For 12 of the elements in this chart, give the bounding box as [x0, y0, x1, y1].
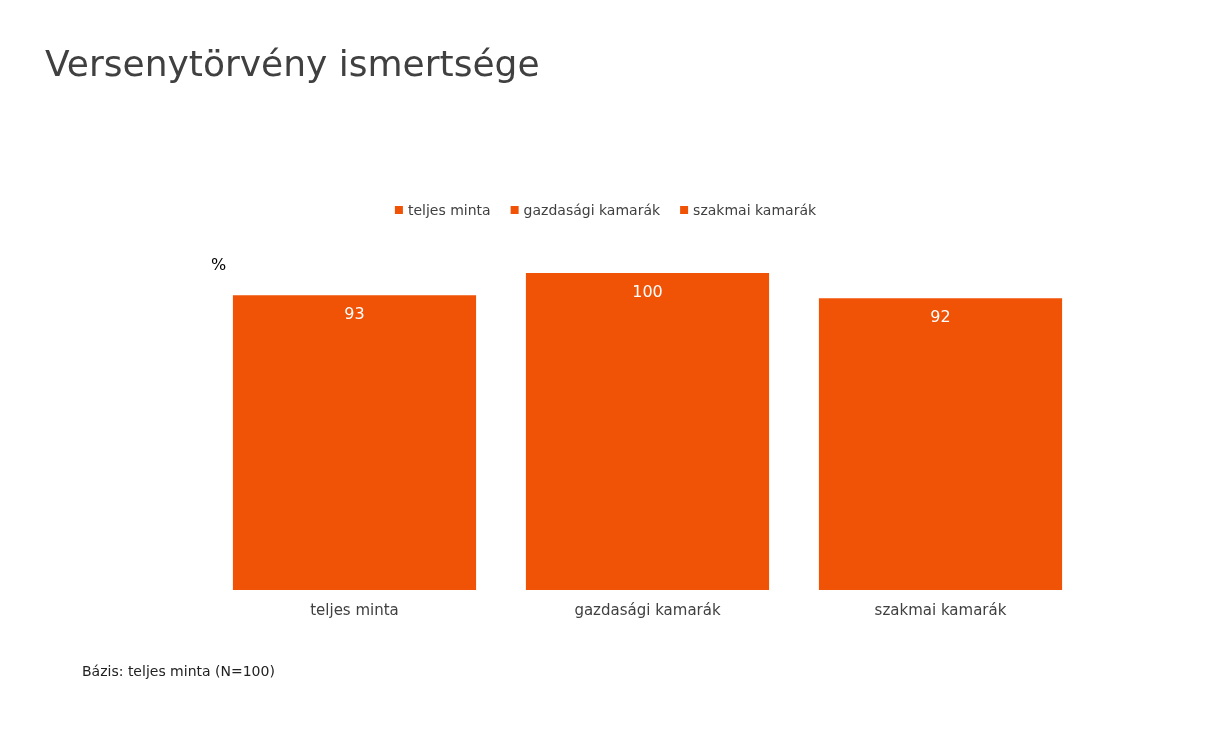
x-tick-label: gazdasági kamarák	[574, 600, 721, 619]
legend-label: gazdasági kamarák	[523, 202, 661, 218]
legend-label: teljes minta	[407, 202, 491, 218]
data-label: 92	[930, 306, 951, 326]
chart-title: Versenytörvény ismertsége	[45, 42, 540, 84]
y-axis-title: %	[211, 254, 227, 274]
x-tick-label: teljes minta	[310, 600, 399, 619]
text: Bázis: teljes minta (N=100)	[82, 663, 275, 679]
x-tick-label: szakmai kamarák	[874, 600, 1007, 619]
data-label: 100	[632, 281, 663, 301]
data-label: 93	[344, 303, 365, 323]
legend-label: szakmai kamarák	[693, 202, 817, 218]
